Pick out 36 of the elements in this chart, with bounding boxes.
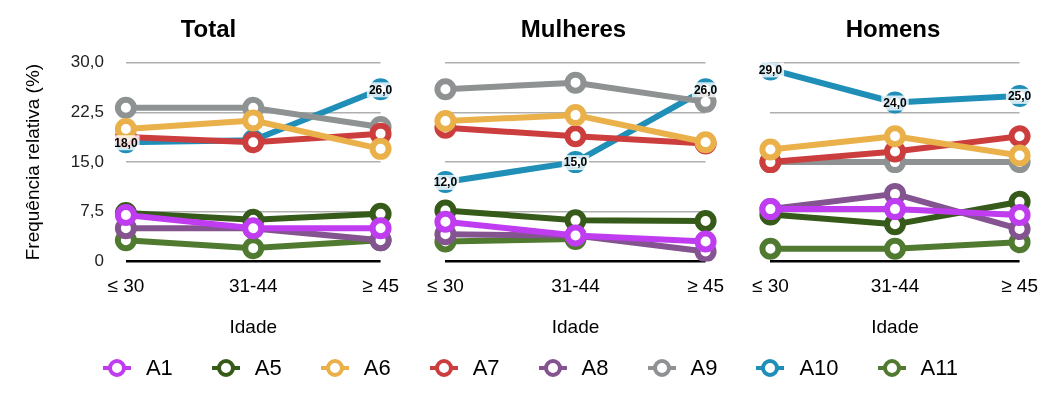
legend-label: A6 <box>363 355 391 381</box>
data-label: 26,0 <box>693 82 718 97</box>
legend-label: A9 <box>690 355 718 381</box>
x-tick-label: ≤ 30 <box>427 275 464 297</box>
data-label: 12,0 <box>433 175 458 190</box>
x-tick-label: ≥ 45 <box>687 275 724 297</box>
y-tick-label: 15,0 <box>70 151 104 171</box>
y-tick-label: 30,0 <box>70 52 104 72</box>
y-axis-title: Frequência relativa (%) <box>21 63 43 261</box>
y-tick-label: 7,5 <box>80 201 104 221</box>
x-tick-label: ≥ 45 <box>1001 275 1038 297</box>
x-tick-label: ≤ 30 <box>752 275 789 297</box>
legend-label: A10 <box>799 355 839 381</box>
data-label: 18,0 <box>114 135 138 150</box>
x-tick-label: ≥ 45 <box>362 275 399 297</box>
legend-label: A11 <box>920 355 959 381</box>
x-tick-label: 31-44 <box>551 275 601 297</box>
legend-label: A7 <box>472 355 500 381</box>
x-axis-title: Idade <box>551 315 600 337</box>
x-tick-label: ≤ 30 <box>107 275 145 297</box>
chart-title: Homens <box>845 15 941 43</box>
legend-label: A5 <box>254 355 282 381</box>
legend-label: A1 <box>145 355 173 381</box>
x-tick-label: 31-44 <box>228 275 278 297</box>
x-tick-label: 31-44 <box>870 275 920 297</box>
data-label: 24,0 <box>883 95 907 110</box>
chart-title: Total <box>180 15 237 43</box>
y-tick-label: 0 <box>94 251 104 271</box>
x-axis-title: Idade <box>871 315 919 337</box>
data-label: 15,0 <box>563 155 588 170</box>
chart-title: Mulheres <box>520 15 627 43</box>
y-tick-label: 22,5 <box>70 102 104 122</box>
data-label: 25,0 <box>1007 89 1032 104</box>
legend-label: A8 <box>581 355 609 381</box>
data-label: 26,0 <box>368 82 393 97</box>
x-axis-title: Idade <box>229 315 278 337</box>
